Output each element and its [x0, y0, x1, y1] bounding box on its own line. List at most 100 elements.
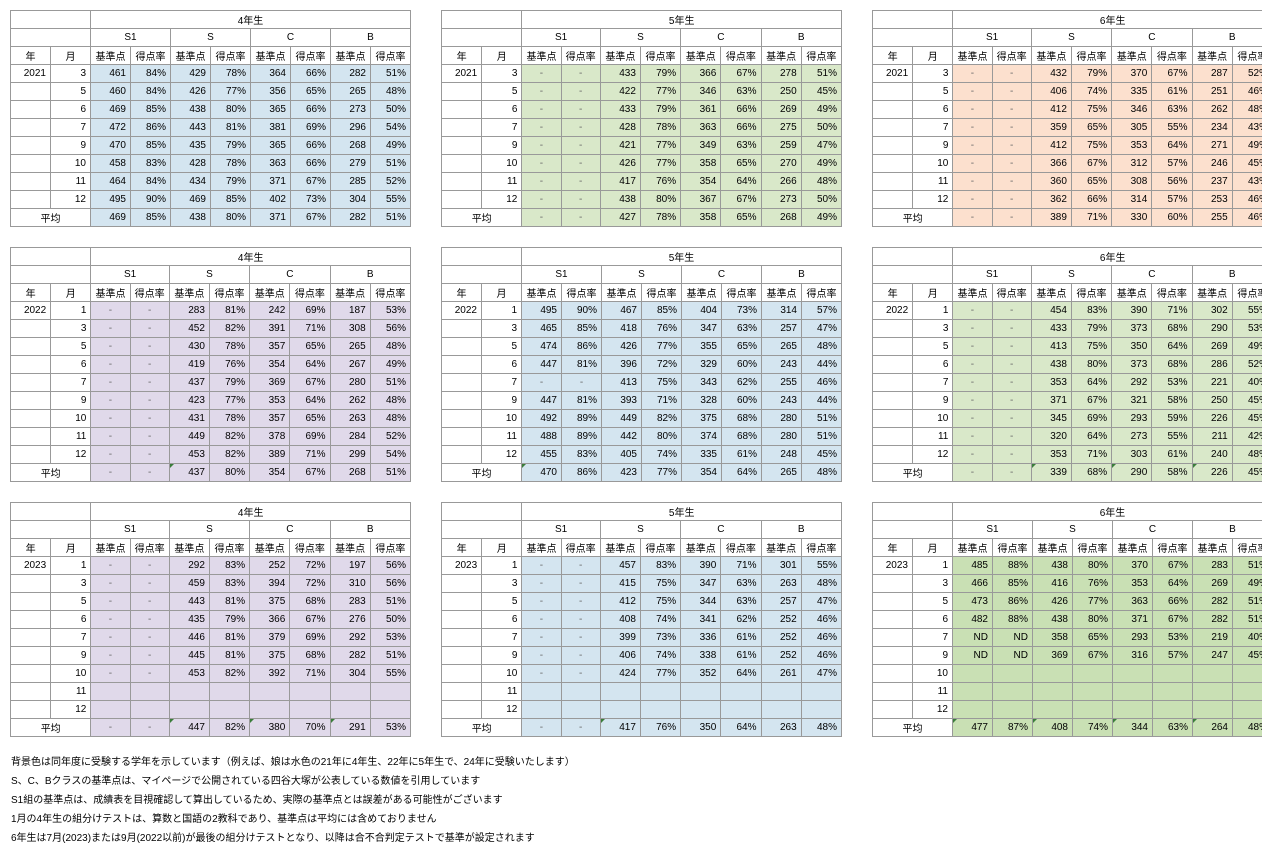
data-cell: -	[953, 173, 992, 191]
col-base: 基準点	[1031, 47, 1071, 65]
data-cell: 263	[330, 410, 370, 428]
data-cell: 50%	[370, 611, 410, 629]
score-table: 6年生S1SCB年月基準点得点率基準点得点率基準点得点率基準点得点率202314…	[872, 502, 1262, 737]
col-rate: 得点率	[1071, 47, 1111, 65]
data-row: 644781%39672%32960%24344%	[442, 356, 842, 374]
data-cell: -	[522, 593, 561, 611]
data-cell: 423	[169, 392, 209, 410]
data-cell: 303	[1112, 446, 1152, 464]
data-row: 3--45983%39472%31056%	[11, 575, 411, 593]
data-cell: 60%	[722, 392, 762, 410]
data-cell: 304	[331, 191, 371, 209]
data-cell: 361	[681, 101, 721, 119]
data-row: 547386%42677%36366%28251%	[873, 593, 1262, 611]
data-cell	[600, 701, 640, 719]
data-cell: 66%	[291, 101, 331, 119]
data-cell: 354	[250, 356, 290, 374]
data-cell: 366	[681, 65, 721, 83]
data-row: 1045883%42878%36366%27951%	[11, 155, 411, 173]
col-base: 基準点	[330, 539, 370, 557]
data-cell: 424	[600, 665, 640, 683]
data-cell	[600, 683, 640, 701]
data-cell: 433	[600, 101, 640, 119]
data-cell	[290, 701, 330, 719]
data-cell: 73%	[640, 629, 680, 647]
col-group: S	[600, 29, 680, 47]
data-cell: 438	[1031, 356, 1071, 374]
avg-cell: 417	[600, 719, 640, 737]
avg-cell: 49%	[801, 209, 841, 227]
data-cell: 346	[1112, 101, 1152, 119]
data-cell: 262	[1192, 101, 1232, 119]
data-cell: 226	[1192, 410, 1232, 428]
data-cell: 320	[1031, 428, 1071, 446]
data-cell: 426	[602, 338, 642, 356]
year-cell: 2021	[873, 65, 913, 83]
data-row: 10	[873, 665, 1262, 683]
avg-cell: 74%	[1073, 719, 1113, 737]
avg-cell: 48%	[802, 464, 842, 482]
avg-cell: 339	[1031, 464, 1071, 482]
note-line: S1組の基準点は、成績表を目視確認して算出しているため、実際の基準点とは誤差があ…	[10, 790, 1252, 807]
col-rate: 得点率	[801, 539, 841, 557]
col-base: 基準点	[91, 539, 130, 557]
data-row: 2021346184%42978%36466%28251%	[11, 65, 411, 83]
col-base: 基準点	[681, 539, 721, 557]
avg-cell: 477	[953, 719, 993, 737]
data-row: 20221--28381%24269%18753%	[11, 302, 411, 320]
data-cell: 45%	[1232, 155, 1262, 173]
col-group: S	[1031, 29, 1111, 47]
data-cell: 78%	[209, 410, 249, 428]
avg-cell: 87%	[993, 719, 1033, 737]
data-cell: -	[130, 356, 169, 374]
data-cell: 64%	[290, 356, 330, 374]
data-row: 1146484%43479%37167%28552%	[11, 173, 411, 191]
data-cell: 74%	[1071, 83, 1111, 101]
data-cell: 363	[1113, 593, 1153, 611]
col-month: 月	[482, 284, 522, 302]
data-cell: 55%	[1152, 119, 1192, 137]
data-cell: 336	[681, 629, 721, 647]
data-cell: 43%	[1232, 119, 1262, 137]
data-cell: 435	[171, 137, 211, 155]
col-base: 基準点	[91, 47, 131, 65]
month-cell: 10	[51, 665, 91, 683]
data-row: 947085%43579%36566%26849%	[11, 137, 411, 155]
data-cell: -	[130, 302, 169, 320]
data-cell: 64%	[1152, 338, 1192, 356]
data-row: 9NDND36967%31657%24745%	[873, 647, 1262, 665]
data-cell	[1113, 665, 1153, 683]
score-table: 5年生S1SCB年月基準点得点率基準点得点率基準点得点率基準点得点率20213-…	[441, 10, 842, 227]
col-group: S1	[953, 29, 1031, 47]
data-cell: 292	[330, 629, 370, 647]
avg-cell: -	[992, 464, 1031, 482]
data-cell: 83%	[209, 557, 249, 575]
data-cell: -	[953, 137, 992, 155]
data-cell: 48%	[801, 575, 841, 593]
col-group: B	[761, 29, 842, 47]
data-row: 346585%41876%34763%25747%	[442, 320, 842, 338]
data-cell: 49%	[801, 101, 841, 119]
data-cell: -	[522, 173, 561, 191]
col-group: S	[602, 266, 682, 284]
month-cell: 3	[51, 575, 91, 593]
data-cell	[1193, 683, 1233, 701]
data-cell: -	[953, 338, 992, 356]
data-cell: 328	[682, 392, 722, 410]
data-cell: 49%	[1232, 338, 1262, 356]
data-cell: 363	[251, 155, 291, 173]
avg-cell: -	[130, 464, 169, 482]
avg-cell: 268	[761, 209, 801, 227]
data-cell: 66%	[721, 101, 761, 119]
data-cell: 42%	[1232, 428, 1262, 446]
note-line: 背景色は同年度に受験する学年を示しています（例えば、娘は水色の21年に4年生、2…	[10, 752, 1252, 769]
month-cell: 10	[482, 155, 522, 173]
month-cell: 11	[51, 173, 91, 191]
data-cell: 48%	[1232, 101, 1262, 119]
data-cell: -	[91, 374, 130, 392]
data-cell: 64%	[1153, 575, 1193, 593]
data-cell: -	[522, 155, 561, 173]
data-cell: -	[992, 119, 1031, 137]
data-cell: 71%	[642, 392, 682, 410]
data-cell: 446	[169, 629, 209, 647]
